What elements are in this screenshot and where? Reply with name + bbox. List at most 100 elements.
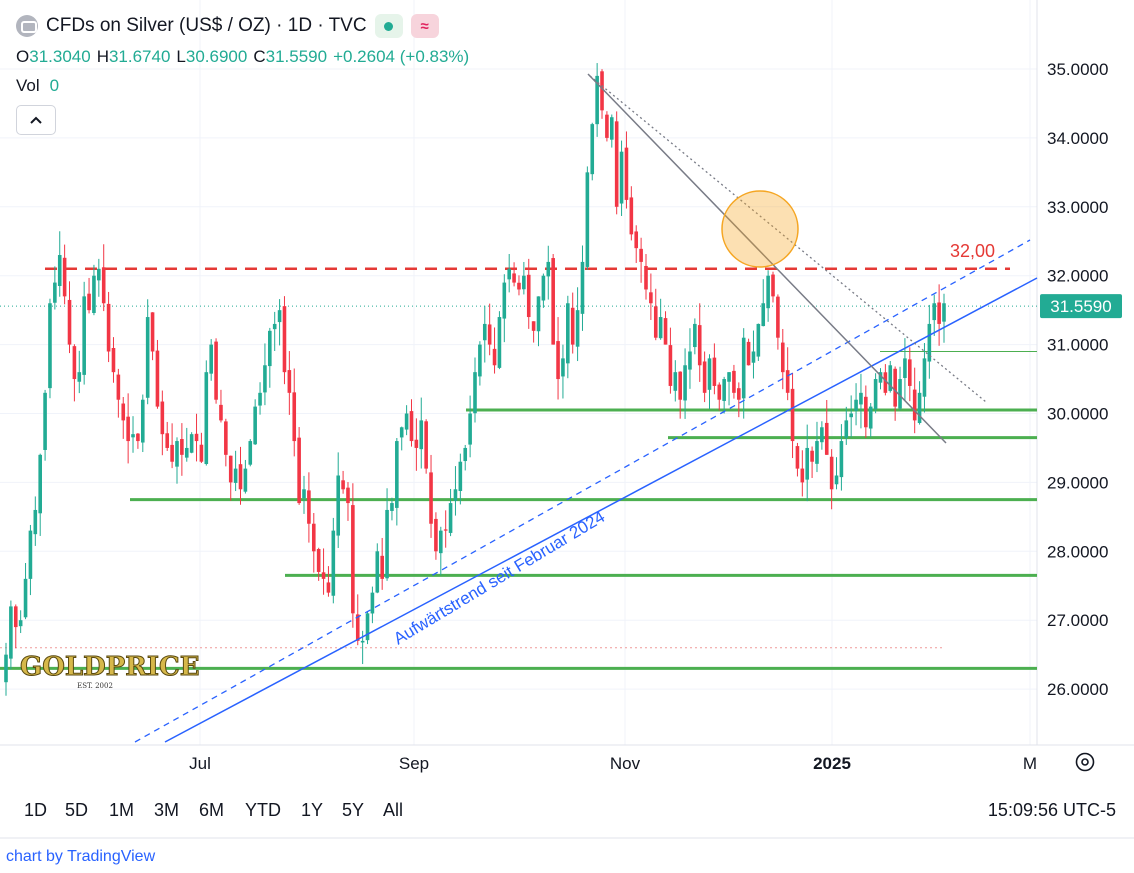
- logo-subtitle: EST. 2002: [77, 682, 113, 690]
- timeframe-all[interactable]: All: [383, 800, 404, 820]
- candle-body: [228, 455, 233, 483]
- candle-body: [717, 384, 722, 400]
- delayed-data-icon[interactable]: ≈: [410, 14, 439, 38]
- ohlc-legend: O31.3040 H31.6740 L30.6900 C31.5590 +0.2…: [16, 47, 469, 67]
- price-tick-label: 33.0000: [1047, 198, 1108, 217]
- candle-body: [864, 396, 868, 428]
- candle-body: [658, 317, 663, 339]
- candle-body: [683, 365, 687, 401]
- uptrend-line: [164, 277, 1038, 743]
- timeframe-3m[interactable]: 3M: [154, 800, 180, 820]
- candle-body: [282, 306, 287, 373]
- high-label: H: [96, 47, 109, 66]
- timeframe-6m[interactable]: 6M: [199, 800, 225, 820]
- candle-body: [145, 317, 150, 398]
- candle-body: [780, 342, 785, 373]
- candle-body: [619, 151, 624, 204]
- candle-body: [785, 370, 790, 393]
- candle-body: [424, 421, 428, 469]
- candle-body: [404, 413, 409, 430]
- candle-body: [634, 231, 639, 249]
- candle-body: [722, 379, 726, 401]
- candle-body: [272, 323, 277, 330]
- candle-body: [561, 358, 565, 377]
- candle-body: [693, 323, 697, 348]
- tradingview-credit[interactable]: chart by TradingView: [6, 848, 156, 865]
- candle-body: [23, 578, 28, 618]
- candle-body: [512, 273, 516, 283]
- price-tick-label: 30.0000: [1047, 405, 1108, 424]
- candle-body: [209, 344, 213, 374]
- candle-body: [155, 350, 160, 407]
- candle-body: [517, 282, 521, 290]
- candle-body: [116, 374, 121, 400]
- candle-body: [624, 147, 629, 200]
- candle-body: [448, 503, 453, 533]
- candle-body: [575, 310, 580, 347]
- candle-body: [97, 268, 101, 281]
- timeframe-5d[interactable]: 5D: [65, 800, 89, 820]
- timeframe-1y[interactable]: 1Y: [301, 800, 324, 820]
- candle-body: [663, 318, 668, 345]
- candle-body: [72, 346, 77, 380]
- candle-body: [629, 197, 634, 235]
- timeframe-5y[interactable]: 5Y: [342, 800, 365, 820]
- timeframe-ytd[interactable]: YTD: [245, 800, 281, 820]
- candle-body: [556, 341, 560, 380]
- candle-body: [507, 268, 511, 280]
- candle-body: [380, 555, 384, 579]
- candle-body: [414, 439, 419, 448]
- candle-body: [473, 372, 477, 414]
- volume-value: 0: [49, 76, 60, 95]
- clock: 15:09:56 UTC-5: [987, 800, 1116, 820]
- candle-body: [13, 606, 18, 628]
- candle-body: [468, 413, 472, 445]
- candle-body: [570, 307, 575, 345]
- candle-body: [927, 323, 932, 362]
- symbol-row[interactable]: CFDs on Silver (US$ / OZ) · 1D · TVC ≈: [16, 14, 439, 38]
- candle-body: [184, 447, 189, 458]
- symbol-title[interactable]: CFDs on Silver (US$ / OZ) · 1D · TVC: [46, 15, 367, 36]
- candle-body: [908, 359, 912, 386]
- candle-body: [263, 365, 267, 393]
- time-tick-label: Jul: [189, 754, 211, 773]
- candle-body: [732, 370, 736, 393]
- candle-body: [57, 255, 62, 286]
- candle-body: [292, 392, 297, 442]
- timeframe-1m[interactable]: 1M: [109, 800, 135, 820]
- last-price-label: 31.5590: [1050, 297, 1111, 316]
- silver-icon: [16, 15, 38, 37]
- timeframe-1d[interactable]: 1D: [24, 800, 48, 820]
- candle-body: [712, 357, 717, 386]
- candle-body: [844, 420, 849, 438]
- candle-body: [224, 421, 228, 455]
- candle-body: [644, 265, 648, 290]
- candle-body: [307, 490, 311, 524]
- collapse-legend-button[interactable]: [16, 105, 56, 135]
- candle-body: [336, 475, 341, 536]
- close-value: 31.5590: [265, 47, 328, 66]
- candle-body: [150, 312, 155, 352]
- candle-body: [737, 388, 741, 400]
- resistance-label: 32,00: [950, 241, 995, 261]
- candle-body: [566, 303, 570, 364]
- last-price-tag: [1040, 294, 1122, 319]
- candle-body: [4, 654, 8, 683]
- candle-body: [673, 372, 678, 391]
- candle-body: [48, 303, 52, 389]
- market-status-icon[interactable]: [374, 14, 403, 38]
- candle-body: [551, 258, 555, 345]
- candle-body: [653, 306, 658, 338]
- candle-body: [385, 509, 389, 579]
- candle-body: [463, 447, 468, 462]
- candle-body: [92, 275, 96, 314]
- candle-body: [375, 551, 380, 593]
- candle-body: [859, 392, 863, 405]
- gear-icon[interactable]: [1073, 750, 1097, 774]
- candle-body: [727, 372, 731, 382]
- candle-body: [395, 441, 399, 508]
- candle-body: [839, 441, 844, 478]
- candle-body: [175, 441, 179, 467]
- high-value: 31.6740: [108, 47, 171, 66]
